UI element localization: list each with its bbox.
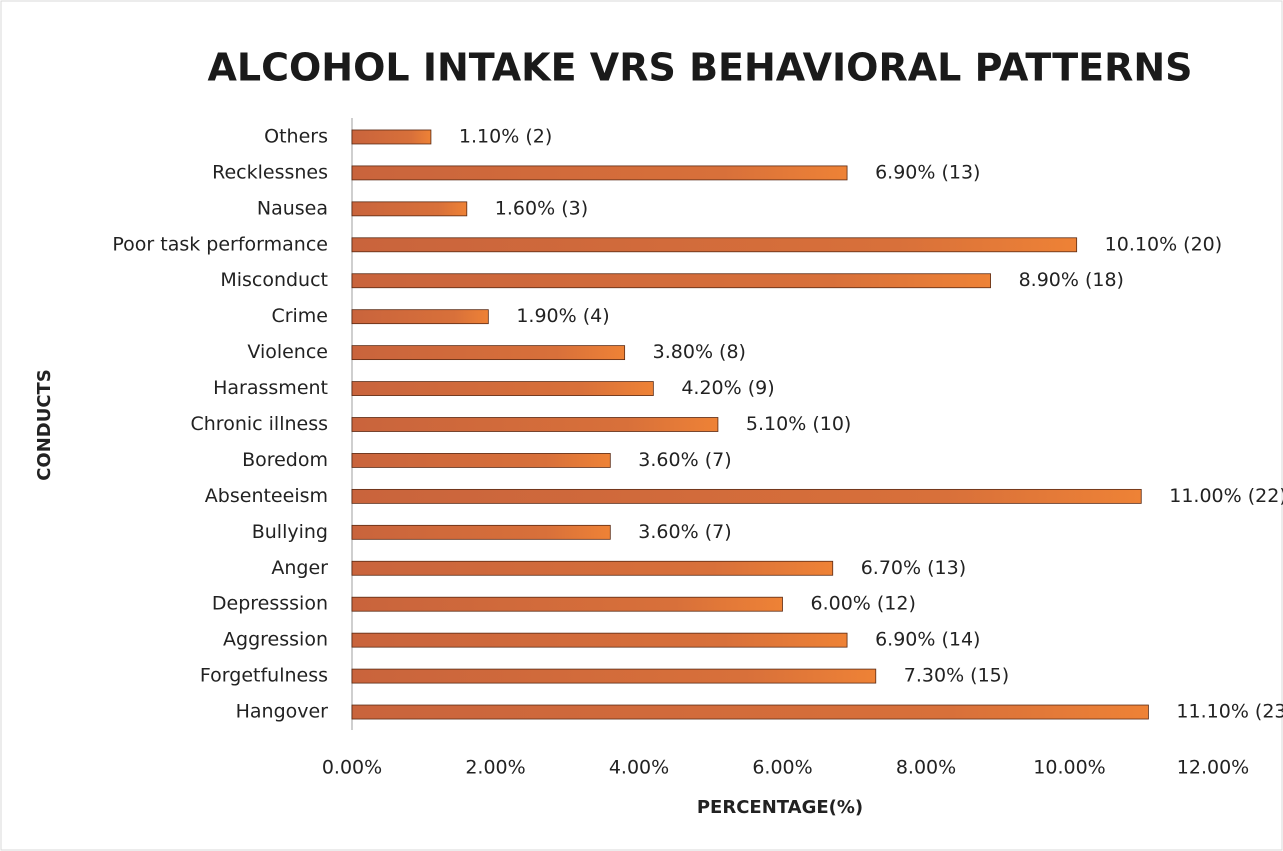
data-label: 6.70% (13) (861, 557, 966, 579)
y-tick-label: Nausea (257, 197, 328, 219)
y-tick-label: Hangover (236, 701, 329, 723)
y-tick-label: Anger (271, 557, 328, 579)
bar (351, 417, 719, 432)
bar (351, 704, 1149, 720)
data-label: 1.90% (4) (516, 305, 609, 327)
chart-title: ALCOHOL INTAKE VRS BEHAVIORAL PATTERNS (207, 46, 1192, 90)
y-axis-title: CONDUCTS (34, 369, 55, 481)
y-tick-label: Bullying (252, 521, 328, 543)
bar (351, 381, 654, 396)
y-tick-label: Violence (247, 341, 328, 363)
bar (351, 309, 489, 325)
x-tick-label: 8.00% (896, 757, 956, 779)
data-label: 3.80% (8) (653, 341, 746, 363)
bar (351, 129, 432, 145)
x-axis-title: PERCENTAGE(%) (697, 797, 863, 818)
y-tick-label: Misconduct (220, 269, 328, 291)
data-label: 6.90% (14) (875, 629, 980, 651)
data-label: 6.00% (12) (811, 593, 916, 615)
y-tick-label: Crime (271, 305, 328, 327)
data-label: 11.00% (22) (1169, 485, 1283, 507)
data-label: 10.10% (20) (1105, 233, 1223, 255)
y-tick-label: Aggression (223, 629, 328, 651)
data-label: 5.10% (10) (746, 413, 851, 435)
data-label: 4.20% (9) (681, 377, 774, 399)
bar (351, 596, 783, 612)
y-tick-label: Recklessnes (212, 161, 328, 183)
x-tick-label: 6.00% (752, 757, 812, 779)
bar (351, 524, 611, 540)
bar (351, 345, 626, 361)
y-tick-label: Chronic illness (191, 413, 329, 435)
data-label: 3.60% (7) (638, 521, 731, 543)
data-label: 8.90% (18) (1019, 269, 1124, 291)
bar (351, 273, 991, 289)
bar (351, 165, 848, 181)
y-tick-label: Poor task performance (112, 233, 328, 255)
data-label: 1.60% (3) (495, 197, 588, 219)
y-tick-label: Absenteeism (205, 485, 328, 507)
y-tick-label: Forgetfulness (200, 665, 328, 687)
bar (351, 668, 877, 684)
x-tick-label: 4.00% (609, 757, 669, 779)
bar (351, 560, 834, 576)
data-label: 7.30% (15) (904, 665, 1009, 687)
data-label: 1.10% (2) (459, 125, 552, 147)
bar (351, 237, 1078, 253)
data-label: 6.90% (13) (875, 161, 980, 183)
x-tick-label: 2.00% (465, 757, 525, 779)
bar (351, 488, 1142, 504)
bar (351, 201, 468, 217)
data-label: 3.60% (7) (638, 449, 731, 471)
x-tick-label: 0.00% (322, 757, 382, 779)
bar (351, 632, 848, 648)
y-tick-label: Boredom (242, 449, 328, 471)
y-tick-label: Depresssion (212, 593, 328, 615)
y-tick-label: Others (264, 125, 328, 147)
x-tick-label: 12.00% (1177, 757, 1249, 779)
y-tick-label: Harassment (213, 377, 328, 399)
data-label: 11.10% (23) (1176, 701, 1283, 723)
bar (351, 453, 611, 468)
x-tick-label: 10.00% (1033, 757, 1105, 779)
